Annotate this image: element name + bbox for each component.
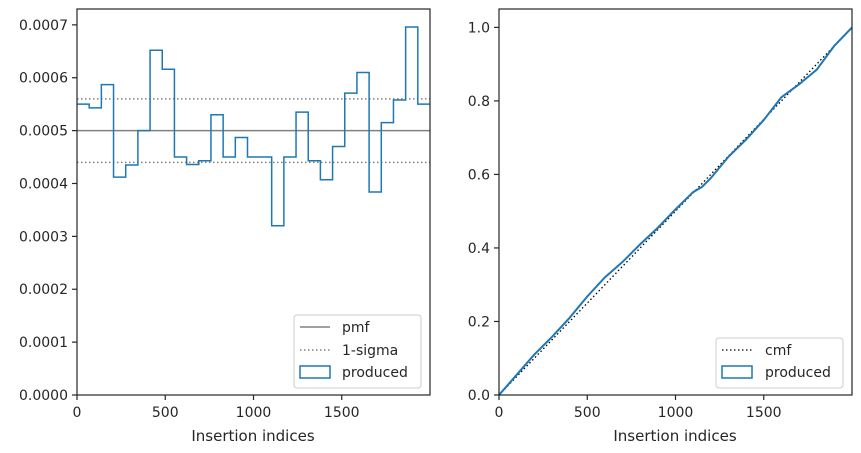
pmf-histogram-panel: 0 500 1000 1500 0.00000.00010.00020.00030.0… bbox=[19, 8, 431, 445]
cmf-panel: 0 500 1000 1500 0.0 0.2 0.4 0.6 0.8 1.0 Insertio… bbox=[468, 8, 853, 445]
legend-1-sigma-label: 1-sigma bbox=[342, 343, 398, 359]
x-axis-ticks: 0 500 1000 1500 bbox=[495, 395, 782, 421]
y-axis-ticks: 0.0000 0.0001 0.0002 0.0003 0.0004 0.0005 0.00… bbox=[19, 18, 77, 404]
y-tick-label: 0.4 bbox=[468, 241, 490, 257]
y-tick-label: 0.0004 bbox=[19, 176, 68, 192]
y-tick-label: 0.0001 bbox=[19, 335, 68, 351]
x-tick-label: 500 bbox=[574, 405, 601, 421]
x-tick-label: 0 bbox=[495, 405, 504, 421]
y-tick-label: 0.0005 bbox=[19, 124, 68, 140]
y-tick-label: 0.0 bbox=[468, 388, 490, 404]
x-tick-label: 1000 bbox=[658, 405, 694, 421]
y-tick-label: 0.2 bbox=[468, 314, 490, 330]
x-tick-label: 0 bbox=[73, 405, 82, 421]
legend-pmf-label: pmf bbox=[342, 320, 371, 336]
y-tick-label: 0.6 bbox=[468, 167, 490, 183]
y-tick-label: 0.0002 bbox=[19, 282, 68, 298]
legend-produced-swatch bbox=[299, 365, 331, 379]
legend-box bbox=[715, 337, 844, 389]
x-tick-label: 1500 bbox=[746, 405, 782, 421]
x-axis-label: Insertion indices bbox=[613, 427, 736, 445]
legend-box bbox=[293, 314, 422, 389]
legend-produced-label: produced bbox=[342, 365, 408, 381]
y-tick-label: 0.0007 bbox=[19, 18, 68, 34]
y-tick-label: 1.0 bbox=[468, 20, 490, 36]
x-axis-ticks: 0 500 1000 1500 bbox=[73, 395, 360, 421]
y-tick-label: 0.0000 bbox=[19, 388, 68, 404]
reference-lines bbox=[77, 98, 430, 164]
y-axis-ticks: 0.0 0.2 0.4 0.6 0.8 1.0 bbox=[468, 20, 499, 404]
produced-cumulative-line bbox=[498, 26, 853, 396]
legend-cmf-label: cmf bbox=[765, 343, 792, 359]
legend: cmf produced bbox=[715, 337, 844, 389]
y-tick-label: 0.8 bbox=[468, 94, 490, 110]
x-axis-label: Insertion indices bbox=[191, 427, 314, 445]
legend-produced-swatch bbox=[721, 365, 753, 379]
y-tick-label: 0.0006 bbox=[19, 71, 68, 87]
x-tick-label: 1000 bbox=[236, 405, 272, 421]
produced-histogram-step bbox=[77, 26, 430, 227]
x-tick-label: 500 bbox=[152, 405, 179, 421]
legend-produced-label: produced bbox=[765, 365, 831, 381]
y-tick-label: 0.0003 bbox=[19, 229, 68, 245]
legend: pmf 1-sigma produced bbox=[293, 314, 422, 389]
x-tick-label: 1500 bbox=[324, 405, 360, 421]
